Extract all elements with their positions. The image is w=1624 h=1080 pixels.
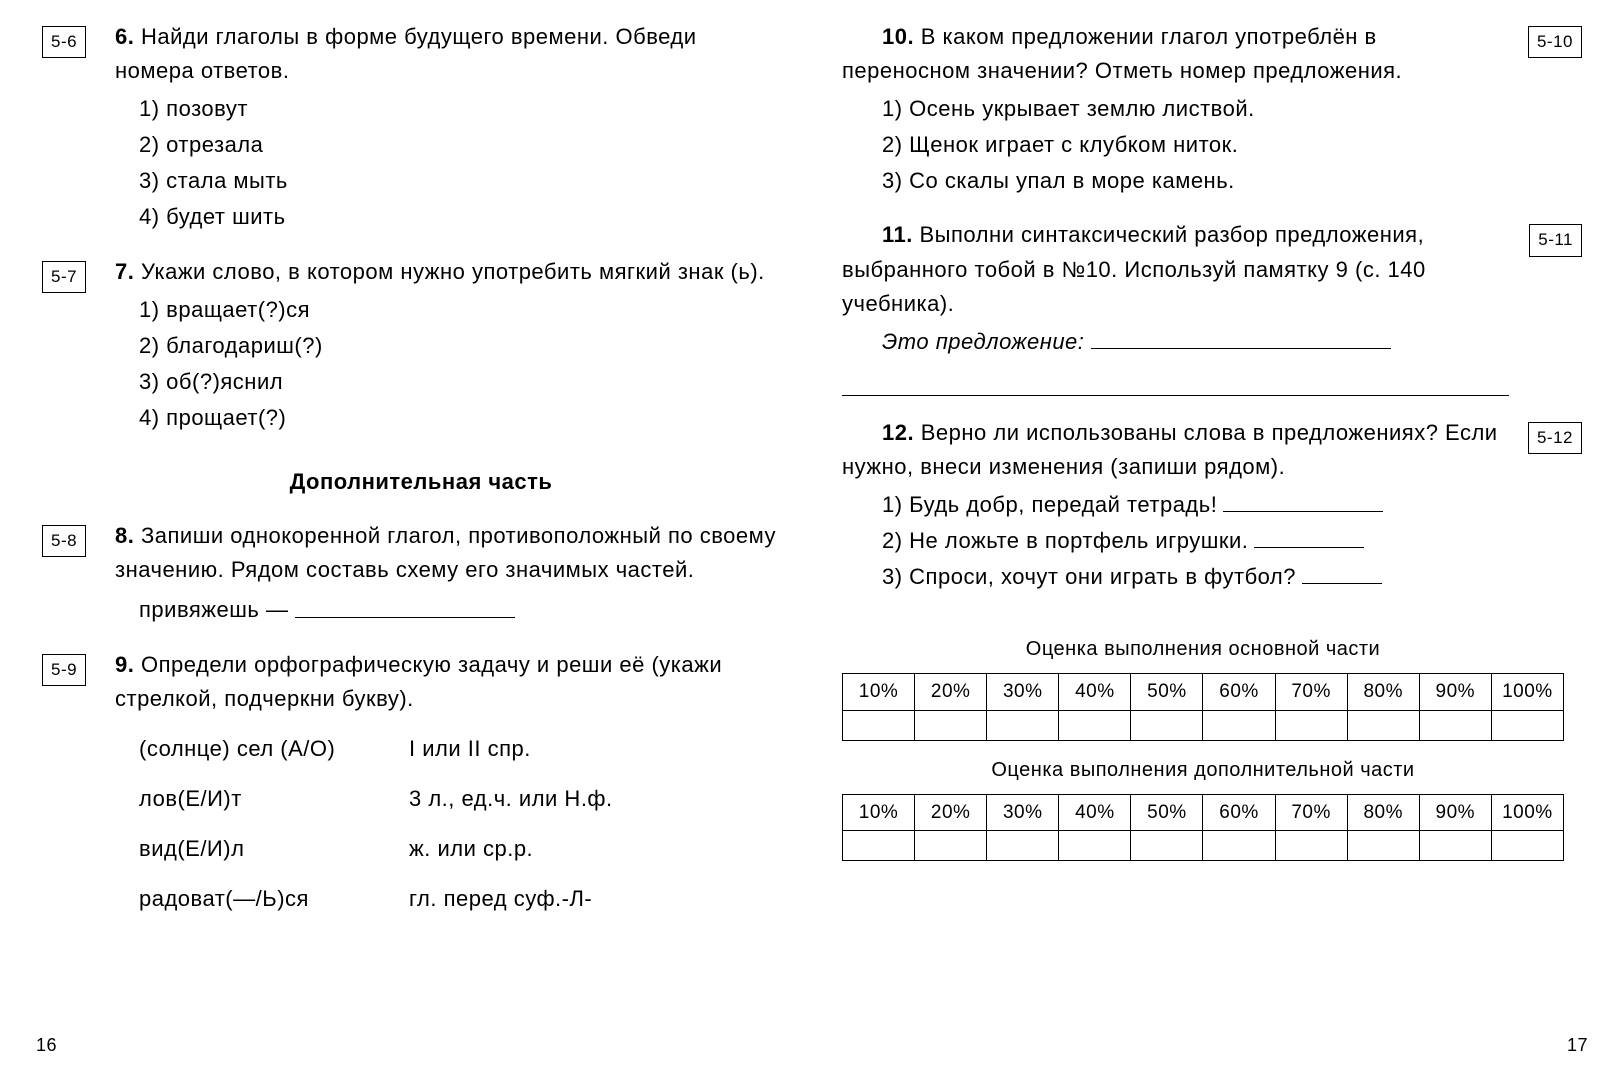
task-9: 5-9 9. Определи орфографическую задачу и… — [60, 648, 782, 917]
section-title-additional: Дополнительная часть — [60, 465, 782, 499]
list-item: 2) Щенок играет с клубком ниток. — [882, 128, 1509, 162]
blank-line[interactable] — [1254, 526, 1364, 548]
pct-cell: 20% — [915, 674, 987, 710]
pct-cell: 70% — [1275, 794, 1347, 830]
task-7-options: 1) вращает(?)ся 2) благодариш(?) 3) об(?… — [139, 293, 782, 435]
list-item: 4) будет шить — [139, 200, 782, 234]
eval-main-table: 10% 20% 30% 40% 50% 60% 70% 80% 90% 100% — [842, 673, 1564, 740]
ortho-left: радоват(—/Ь)ся — [139, 882, 409, 916]
blank-line[interactable] — [1091, 325, 1391, 349]
pct-cell: 10% — [843, 674, 915, 710]
eval-main-title: Оценка выполнения основной части — [842, 634, 1564, 665]
task-10: 5-10 10. В каком предложении глагол упот… — [842, 20, 1564, 198]
margin-ref-5-9: 5-9 — [42, 654, 86, 686]
list-item: 3) Со скалы упал в море камень. — [882, 164, 1509, 198]
task-7-text: Укажи слово, в котором нужно употребить … — [141, 259, 765, 284]
pct-cell: 30% — [987, 794, 1059, 830]
task-12-options: 1) Будь добр, передай тетрадь! 2) Не лож… — [882, 488, 1509, 594]
ortho-left: вид(Е/И)л — [139, 832, 409, 866]
list-item: 1) Будь добр, передай тетрадь! — [882, 492, 1217, 517]
pct-cell: 100% — [1491, 674, 1563, 710]
page-number-right: 17 — [1567, 1032, 1588, 1060]
pct-cell: 70% — [1275, 674, 1347, 710]
pct-cell: 50% — [1131, 674, 1203, 710]
pct-cell: 10% — [843, 794, 915, 830]
task-9-text: Определи орфографическую задачу и реши е… — [115, 652, 722, 711]
eval-add-title: Оценка выполнения дополнительной части — [842, 755, 1564, 786]
task-12: 5-12 12. Верно ли использованы слова в п… — [842, 416, 1564, 594]
pct-cell: 40% — [1059, 674, 1131, 710]
task-6-options: 1) позовут 2) отрезала 3) стала мыть 4) … — [139, 92, 782, 234]
list-item: 3) Спроси, хочут они играть в футбол? — [882, 564, 1296, 589]
pct-cell: 100% — [1491, 794, 1563, 830]
margin-ref-5-8: 5-8 — [42, 525, 86, 557]
task-9-num: 9. — [115, 652, 134, 677]
blank-line[interactable] — [1302, 562, 1382, 584]
pct-cell: 90% — [1419, 794, 1491, 830]
pct-cell: 20% — [915, 794, 987, 830]
task-12-text: Верно ли использованы слова в предложени… — [842, 420, 1498, 479]
task-8-prompt: привяжешь — — [139, 598, 288, 623]
task-8: 5-8 8. Запиши однокоренной глагол, проти… — [60, 519, 782, 627]
pct-cell: 40% — [1059, 794, 1131, 830]
ortho-left: (солнце) сел (А/О) — [139, 732, 409, 766]
list-item: 1) Осень укрывает землю листвой. — [882, 92, 1509, 126]
task-11: 5-11 11. Выполни синтаксический разбор п… — [842, 218, 1564, 395]
task-11-num: 11. — [882, 222, 913, 247]
margin-ref-5-10: 5-10 — [1528, 26, 1582, 58]
page-number-left: 16 — [36, 1032, 57, 1060]
task-10-options: 1) Осень укрывает землю листвой. 2) Щено… — [882, 92, 1509, 198]
task-8-num: 8. — [115, 523, 134, 548]
list-item: 2) благодариш(?) — [139, 329, 782, 363]
task-7-num: 7. — [115, 259, 134, 284]
ortho-right: гл. перед суф.-Л- — [409, 882, 782, 916]
task-9-grid: (солнце) сел (А/О)I или II спр. лов(Е/И)… — [139, 732, 782, 916]
task-11-prompt: Это предложение: — [882, 329, 1084, 354]
blank-line[interactable] — [1223, 490, 1383, 512]
page-left: 5-6 6. Найди глаголы в форме будущего вр… — [30, 20, 812, 1060]
task-6: 5-6 6. Найди глаголы в форме будущего вр… — [60, 20, 782, 235]
list-item: 3) стала мыть — [139, 164, 782, 198]
task-10-num: 10. — [882, 24, 914, 49]
pct-cell: 90% — [1419, 674, 1491, 710]
list-item: 4) прощает(?) — [139, 401, 782, 435]
margin-ref-5-7: 5-7 — [42, 261, 86, 293]
pct-cell: 50% — [1131, 794, 1203, 830]
pct-cell: 60% — [1203, 794, 1275, 830]
eval-main: Оценка выполнения основной части 10% 20%… — [842, 634, 1564, 861]
task-6-text: Найди глаголы в форме будущего времени. … — [115, 24, 697, 83]
blank-line[interactable] — [295, 593, 515, 617]
task-11-text: Выполни синтаксический разбор предложени… — [842, 222, 1426, 315]
page-right: 5-10 10. В каком предложении глагол упот… — [812, 20, 1594, 1060]
list-item: 1) вращает(?)ся — [139, 293, 782, 327]
margin-ref-5-12: 5-12 — [1528, 422, 1582, 454]
ortho-right: I или II спр. — [409, 732, 782, 766]
list-item: 2) Не ложьте в портфель игрушки. — [882, 528, 1248, 553]
pct-cell: 80% — [1347, 794, 1419, 830]
margin-ref-5-6: 5-6 — [42, 26, 86, 58]
pct-cell: 30% — [987, 674, 1059, 710]
pct-blank[interactable] — [843, 710, 915, 740]
ortho-right: ж. или ср.р. — [409, 832, 782, 866]
task-6-num: 6. — [115, 24, 134, 49]
ortho-left: лов(Е/И)т — [139, 782, 409, 816]
list-item: 2) отрезала — [139, 128, 782, 162]
pct-cell: 80% — [1347, 674, 1419, 710]
task-12-num: 12. — [882, 420, 914, 445]
task-8-text: Запиши однокоренной глагол, противополож… — [115, 523, 776, 582]
pct-cell: 60% — [1203, 674, 1275, 710]
margin-ref-5-11: 5-11 — [1529, 224, 1582, 256]
list-item: 1) позовут — [139, 92, 782, 126]
pct-blank[interactable] — [843, 831, 915, 861]
list-item: 3) об(?)яснил — [139, 365, 782, 399]
eval-add-table: 10% 20% 30% 40% 50% 60% 70% 80% 90% 100% — [842, 794, 1564, 861]
ortho-right: 3 л., ед.ч. или Н.ф. — [409, 782, 782, 816]
task-10-text: В каком предложении глагол употреблён в … — [842, 24, 1402, 83]
blank-line-long[interactable] — [842, 365, 1509, 396]
task-7: 5-7 7. Укажи слово, в котором нужно упот… — [60, 255, 782, 435]
